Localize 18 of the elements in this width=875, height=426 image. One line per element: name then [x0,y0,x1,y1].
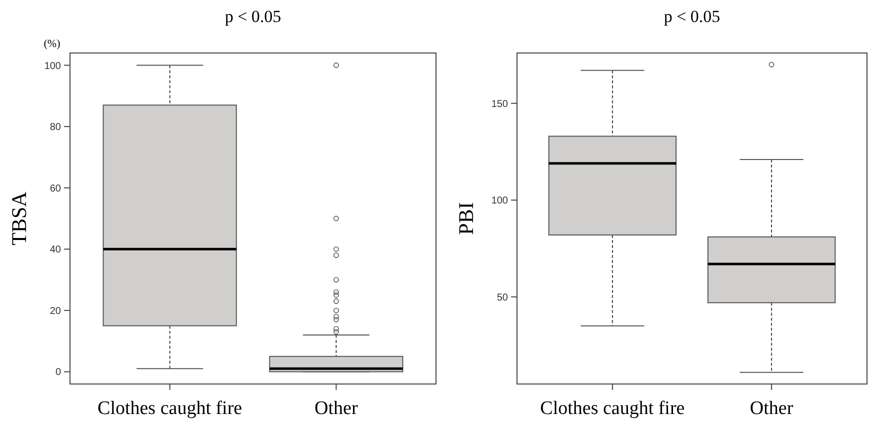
x-tick-label: Other [314,398,358,419]
y-tick-label: 100 [491,196,508,207]
y-tick-label: 100 [44,60,62,72]
y-axis-title: TBSA [7,190,31,246]
y-tick-label: 60 [50,183,62,194]
chart-title: p < 0.05 [224,7,282,26]
y-tick-label: 50 [496,292,508,304]
chart-title: p < 0.05 [664,7,720,26]
y-tick-label: 80 [50,122,62,134]
y-tick-label: 0 [55,367,62,378]
y-tick-label: 40 [50,244,62,256]
y-tick-label: 20 [50,306,62,317]
y-axis-title: PBI [454,202,478,235]
x-tick-label: Other [750,398,794,419]
x-tick-label: Clothes caught fire [540,398,685,419]
y-tick-label: 150 [491,98,508,110]
x-tick-label: Clothes caught fire [98,398,242,419]
text: (%) [44,38,61,50]
